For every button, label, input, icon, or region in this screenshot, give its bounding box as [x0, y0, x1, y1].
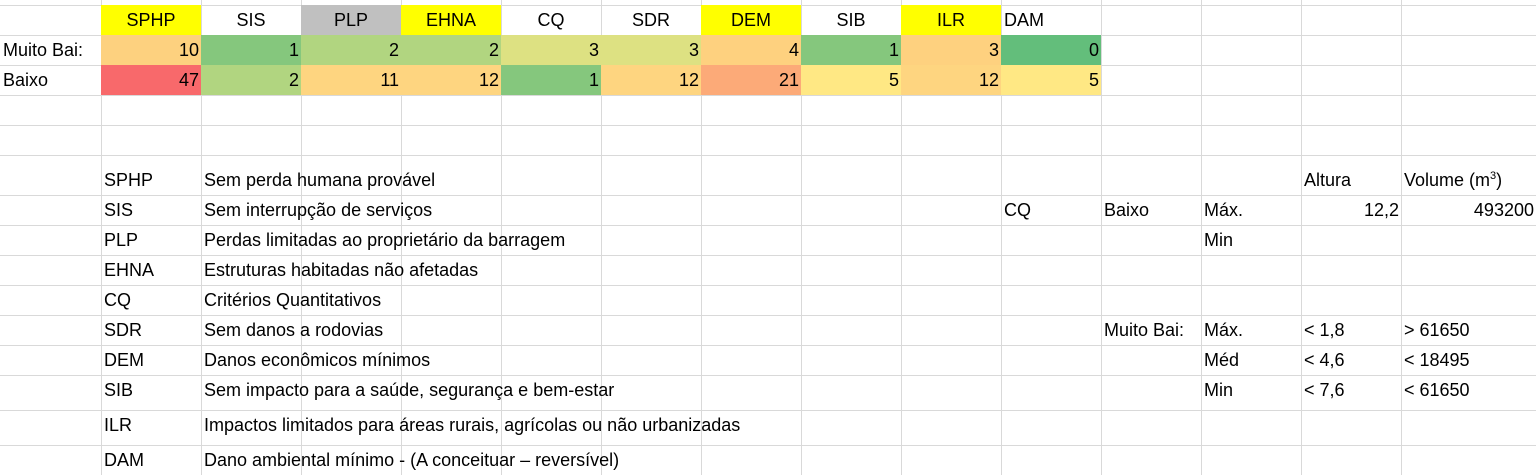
legend-code[interactable]: SIB	[104, 380, 134, 400]
grid-column-line	[1301, 0, 1302, 475]
row-label[interactable]: Baixo	[3, 70, 49, 90]
value-cell[interactable]: 2	[201, 65, 301, 95]
volume-header-text: Volume (m	[1404, 170, 1491, 190]
grid-row-line	[0, 315, 1536, 316]
header-cell-sib[interactable]: SIB	[836, 10, 866, 30]
baixo-max-label[interactable]: Máx.	[1204, 200, 1244, 220]
grid-column-line	[501, 0, 502, 475]
header-cell-sis[interactable]: SIS	[236, 10, 266, 30]
value-cell[interactable]: 1	[801, 35, 901, 65]
value-cell[interactable]: 11	[301, 65, 401, 95]
value-cell[interactable]: 3	[901, 35, 1001, 65]
row-label[interactable]: Muito Bai:	[3, 40, 84, 60]
value-cell[interactable]: 21	[701, 65, 801, 95]
header-cell-ilr[interactable]: ILR	[901, 5, 1001, 35]
value-cell[interactable]: 2	[401, 35, 501, 65]
legend-code[interactable]: PLP	[104, 230, 139, 250]
grid-row-line	[0, 285, 1536, 286]
header-cell-dem[interactable]: DEM	[701, 5, 801, 35]
legend-description[interactable]: Sem impacto para a saúde, segurança e be…	[204, 380, 615, 400]
muito-baixo-altura[interactable]: < 1,8	[1304, 320, 1345, 340]
value-cell[interactable]: 10	[101, 35, 201, 65]
volume-header-close: )	[1496, 170, 1503, 190]
muito-baixo-volume[interactable]: > 61650	[1404, 320, 1470, 340]
volume-header-sup: 3	[1490, 170, 1497, 182]
grid-column-line	[1101, 0, 1102, 475]
muito-baixo-label[interactable]: Muito Bai:	[1104, 320, 1185, 340]
value-cell[interactable]: 2	[301, 35, 401, 65]
legend-code[interactable]: SIS	[104, 200, 134, 220]
cq-label[interactable]: CQ	[1004, 200, 1031, 220]
grid-row-line	[0, 95, 1536, 96]
legend-description[interactable]: Sem perda humana provável	[204, 170, 436, 190]
grid-column-line	[701, 0, 702, 475]
grid-row-line	[0, 225, 1536, 226]
header-cell-sphp[interactable]: SPHP	[101, 5, 201, 35]
legend-description[interactable]: Impactos limitados para áreas rurais, ag…	[204, 415, 741, 435]
muito-baixo-key[interactable]: Máx.	[1204, 320, 1244, 340]
baixo-label[interactable]: Baixo	[1104, 200, 1150, 220]
value-cell[interactable]: 12	[901, 65, 1001, 95]
legend-code[interactable]: ILR	[104, 415, 133, 435]
value-cell[interactable]: 3	[501, 35, 601, 65]
legend-description[interactable]: Sem danos a rodovias	[204, 320, 384, 340]
value-cell[interactable]: 1	[501, 65, 601, 95]
grid-column-line	[1001, 0, 1002, 475]
legend-code[interactable]: DAM	[104, 450, 144, 470]
legend-code[interactable]: SDR	[104, 320, 143, 340]
value-cell[interactable]: 5	[1001, 65, 1101, 95]
muito-baixo-key[interactable]: Min	[1204, 380, 1234, 400]
altura-header[interactable]: Altura	[1304, 170, 1352, 190]
muito-baixo-altura[interactable]: < 4,6	[1304, 350, 1345, 370]
grid-column-line	[901, 0, 902, 475]
legend-code[interactable]: SPHP	[104, 170, 154, 190]
grid-column-line	[201, 0, 202, 475]
value-cell[interactable]: 12	[601, 65, 701, 95]
header-cell-cq[interactable]: CQ	[537, 10, 565, 30]
grid-column-line	[401, 0, 402, 475]
grid-column-line	[801, 0, 802, 475]
baixo-min-label[interactable]: Min	[1204, 230, 1234, 250]
legend-code[interactable]: EHNA	[104, 260, 155, 280]
value-cell[interactable]: 3	[601, 35, 701, 65]
header-cell-plp[interactable]: PLP	[301, 5, 401, 35]
value-cell[interactable]: 4	[701, 35, 801, 65]
grid-column-line	[301, 0, 302, 475]
value-cell[interactable]: 5	[801, 65, 901, 95]
value-cell[interactable]: 47	[101, 65, 201, 95]
legend-description[interactable]: Estruturas habitadas não afetadas	[204, 260, 479, 280]
legend-code[interactable]: CQ	[104, 290, 131, 310]
legend-description[interactable]: Sem interrupção de serviços	[204, 200, 433, 220]
legend-description[interactable]: Critérios Quantitativos	[204, 290, 382, 310]
muito-baixo-key[interactable]: Méd	[1204, 350, 1240, 370]
grid-row-line	[0, 345, 1536, 346]
grid-row-line	[0, 195, 1536, 196]
muito-baixo-volume[interactable]: < 61650	[1404, 380, 1470, 400]
grid-row-line	[0, 445, 1536, 446]
grid-row-line	[0, 375, 1536, 376]
grid-column-line	[1401, 0, 1402, 475]
value-cell[interactable]: 0	[1001, 35, 1101, 65]
legend-description[interactable]: Danos econômicos mínimos	[204, 350, 431, 370]
header-cell-ehna[interactable]: EHNA	[401, 5, 501, 35]
grid-column-line	[101, 0, 102, 475]
grid-row-line	[0, 255, 1536, 256]
baixo-max-volume[interactable]: 493200	[1473, 200, 1534, 220]
legend-description[interactable]: Perdas limitadas ao proprietário da barr…	[204, 230, 566, 250]
grid-row-line	[0, 125, 1536, 126]
legend-code[interactable]: DEM	[104, 350, 144, 370]
value-cell[interactable]: 1	[201, 35, 301, 65]
value-cell[interactable]: 12	[401, 65, 501, 95]
grid-column-line	[601, 0, 602, 475]
grid-row-line	[0, 410, 1536, 411]
legend-description[interactable]: Dano ambiental mínimo - (A conceituar – …	[204, 450, 620, 470]
grid-column-line	[1201, 0, 1202, 475]
header-cell-sdr[interactable]: SDR	[631, 10, 670, 30]
baixo-max-altura[interactable]: 12,2	[1363, 200, 1399, 220]
grid-row-line	[0, 155, 1536, 156]
volume-header[interactable]: Volume (m3)	[1401, 165, 1536, 195]
header-cell-dam[interactable]: DAM	[1004, 10, 1044, 30]
muito-baixo-altura[interactable]: < 7,6	[1304, 380, 1345, 400]
muito-baixo-volume[interactable]: < 18495	[1404, 350, 1470, 370]
